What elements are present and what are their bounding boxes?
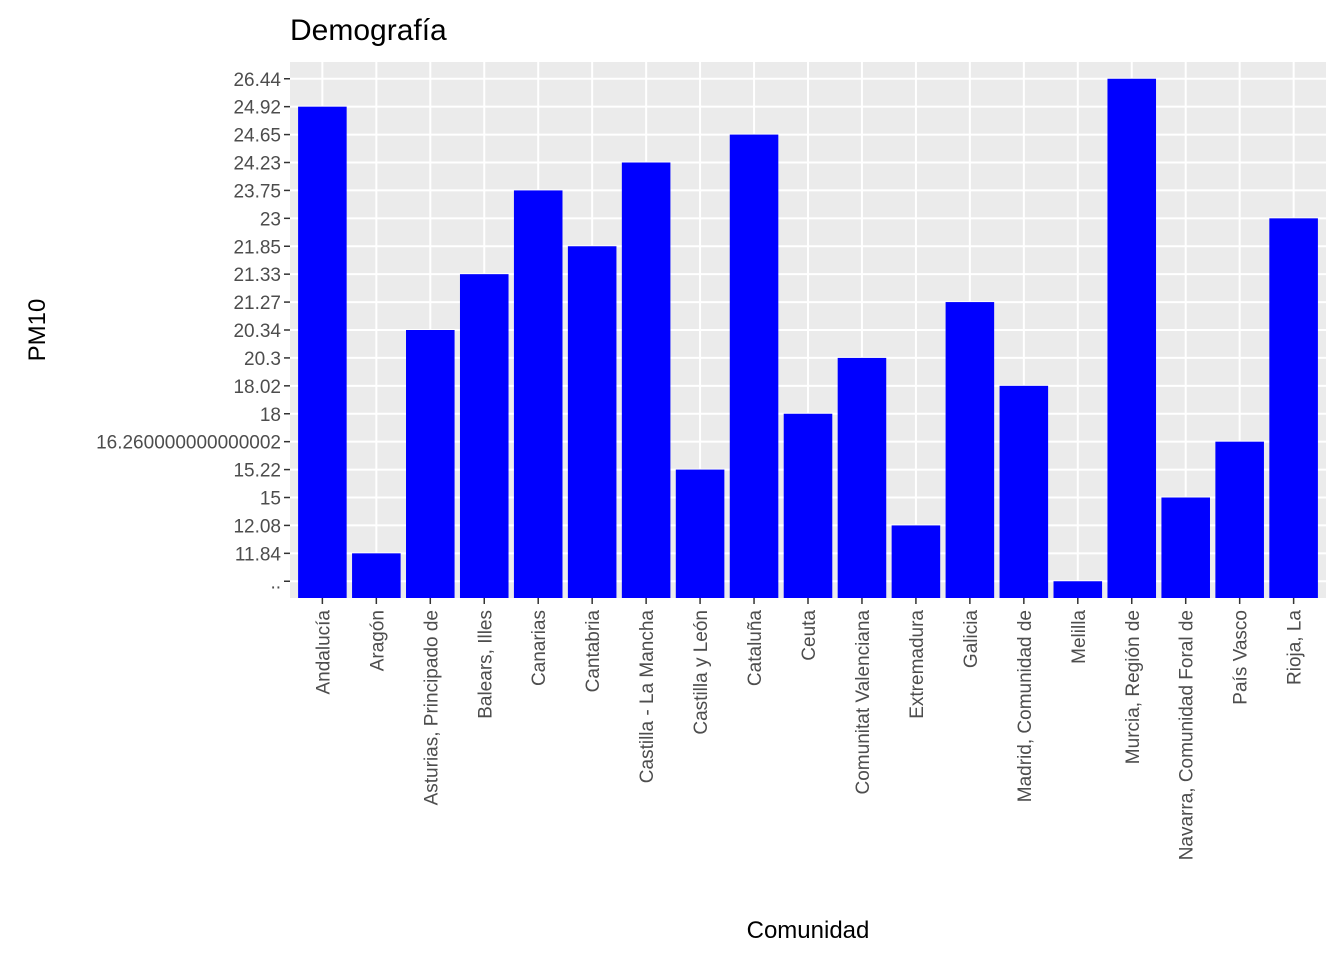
bar	[406, 330, 455, 598]
y-axis: .. 11.84 12.08 15 15.22 16.260000000000002 18 1…	[96, 70, 290, 593]
y-tick-label: 12.08	[233, 516, 281, 537]
bar	[1215, 441, 1264, 598]
y-tick-label: 24.92	[233, 98, 281, 119]
y-tick-label: 15	[260, 489, 281, 510]
x-tick-label: Galicia	[961, 610, 982, 669]
y-tick-label: 26.44	[233, 70, 281, 91]
x-tick-label: Extremadura	[907, 610, 928, 719]
x-tick-label: Madrid, Comunidad de	[1015, 610, 1036, 802]
y-tick-label: 15.22	[233, 461, 281, 482]
chart-title: Demografía	[290, 14, 447, 47]
x-tick-label: Andalucía	[313, 610, 334, 695]
y-tick-label: 23	[260, 209, 281, 230]
x-tick-label: Aragón	[367, 610, 388, 671]
y-tick-label: 18.02	[233, 377, 281, 398]
x-tick-label: Navarra, Comunidad Foral de	[1177, 610, 1198, 860]
bar	[352, 553, 401, 598]
y-tick-label: ..	[270, 572, 281, 593]
y-tick-label: 24.65	[233, 126, 281, 147]
x-tick-label: Cantabria	[583, 610, 604, 693]
x-tick-label: Melilla	[1069, 610, 1090, 664]
y-tick-label: 18	[260, 405, 281, 426]
y-tick-label: 11.84	[235, 544, 282, 565]
x-axis: Andalucía Aragón Asturias, Principado de Ba…	[313, 598, 1306, 860]
y-tick-label: 21.33	[233, 265, 281, 286]
y-tick-label: 21.85	[233, 237, 281, 258]
x-tick-label: Cataluña	[745, 610, 766, 686]
bar	[729, 134, 779, 599]
x-tick-label: Comunitat Valenciana	[853, 610, 874, 795]
x-tick-label: País Vasco	[1231, 610, 1252, 705]
y-tick-label: 21.27	[233, 293, 281, 314]
bar	[298, 106, 347, 599]
bar	[567, 246, 617, 598]
bar	[837, 357, 887, 598]
y-tick-label: 24.23	[233, 154, 281, 175]
x-tick-label: Murcia, Región de	[1123, 610, 1144, 764]
y-tick-label: 23.75	[233, 181, 281, 202]
bar	[945, 302, 995, 598]
x-axis-title: Comunidad	[747, 917, 870, 944]
bar	[1053, 581, 1103, 598]
y-tick-label: 20.3	[244, 349, 281, 370]
x-tick-label: Castilla - La Mancha	[637, 610, 658, 784]
bar	[1107, 78, 1157, 598]
bar	[891, 525, 941, 598]
y-tick-label: 16.260000000000002	[96, 433, 281, 454]
bar	[675, 469, 725, 598]
bar	[999, 385, 1049, 598]
bars	[298, 78, 1318, 599]
x-tick-label: Rioja, La	[1285, 610, 1306, 685]
y-axis-title: PM10	[24, 299, 51, 362]
bar	[459, 274, 509, 598]
bar	[783, 413, 833, 598]
x-tick-label: Asturias, Principado de	[421, 610, 442, 805]
x-tick-label: Castilla y León	[691, 610, 712, 735]
bar	[621, 162, 671, 598]
x-tick-label: Balears, Illes	[475, 610, 496, 719]
bar	[1269, 218, 1318, 599]
bar	[513, 190, 563, 598]
bar	[1161, 497, 1210, 598]
y-tick-label: 20.34	[233, 321, 281, 342]
x-tick-label: Canarias	[529, 610, 550, 686]
x-tick-label: Ceuta	[799, 610, 820, 661]
